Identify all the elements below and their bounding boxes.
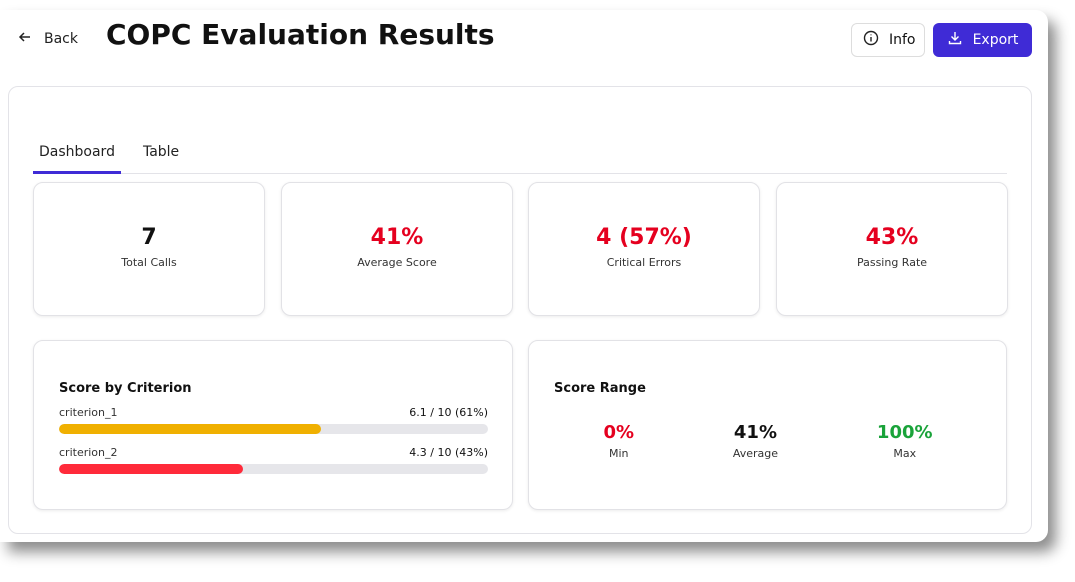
criterion-name: criterion_2 [59, 446, 118, 459]
range-label: Max [893, 447, 917, 460]
stat-card-passing-rate: 43% Passing Rate [776, 182, 1008, 316]
progress-fill [59, 464, 244, 474]
stat-card-total-calls: 7 Total Calls [33, 182, 265, 316]
card-title: Score by Criterion [59, 381, 192, 396]
tab-dashboard[interactable]: Dashboard [33, 142, 121, 174]
stat-label: Average Score [357, 256, 437, 269]
criterion-progress-bar [59, 464, 488, 474]
back-button[interactable]: Back [18, 30, 78, 48]
range-min: 0% Min [603, 422, 634, 460]
back-label: Back [44, 31, 78, 47]
download-icon [947, 30, 963, 50]
range-value: 100% [876, 422, 933, 443]
criterion-progress-bar [59, 424, 488, 434]
stat-value: 43% [865, 225, 919, 250]
range-max: 100% Max [877, 422, 933, 460]
stat-label: Total Calls [121, 256, 177, 269]
info-button[interactable]: Info [851, 23, 925, 57]
stat-value: 4 (57%) [596, 225, 692, 250]
tab-bar: Dashboard Table [33, 142, 1007, 174]
info-label: Info [889, 32, 916, 48]
stat-card-average-score: 41% Average Score [281, 182, 513, 316]
criterion-name: criterion_1 [59, 406, 118, 419]
criterion-score: 6.1 / 10 (61%) [409, 406, 488, 419]
tab-table[interactable]: Table [142, 144, 180, 160]
arrow-left-icon [18, 30, 32, 48]
progress-fill [59, 424, 321, 434]
range-value: 41% [733, 422, 777, 443]
stat-value: 7 [141, 225, 157, 250]
info-icon [863, 30, 879, 50]
page-title: COPC Evaluation Results [106, 18, 495, 51]
card-title: Score Range [554, 381, 646, 396]
range-value: 0% [603, 422, 634, 443]
dashboard-panel: Dashboard Table 7 Total Calls 41% Averag… [8, 86, 1032, 534]
export-label: Export [972, 32, 1019, 48]
stat-label: Critical Errors [606, 256, 682, 269]
range-average: 41% Average [733, 422, 778, 460]
stat-card-critical-errors: 4 (57%) Critical Errors [528, 182, 760, 316]
stat-label: Passing Rate [856, 256, 928, 269]
export-button[interactable]: Export [933, 23, 1032, 57]
app-window: Back COPC Evaluation Results Info Export… [0, 10, 1048, 542]
range-label: Average [732, 447, 779, 460]
range-label: Min [608, 447, 629, 460]
score-by-criterion-card: Score by Criterion criterion_1 6.1 / 10 (… [33, 340, 513, 510]
stat-value: 41% [370, 225, 424, 250]
criterion-score: 4.3 / 10 (43%) [409, 446, 488, 459]
score-range-card: Score Range 0% Min 41% Average 100% Max [528, 340, 1007, 510]
